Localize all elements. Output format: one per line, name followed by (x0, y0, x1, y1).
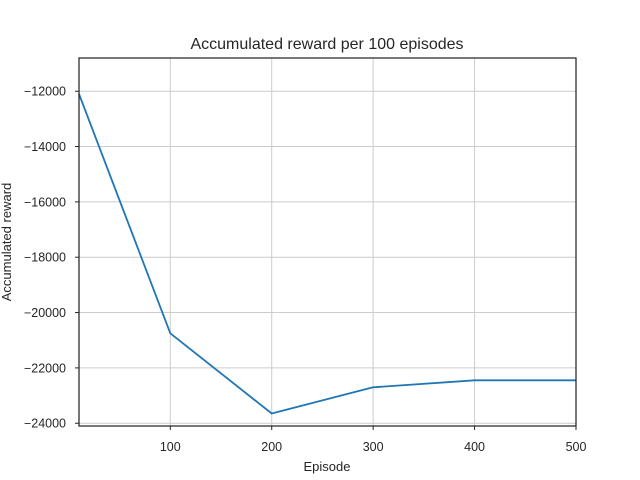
x-axis-label: Episode (304, 459, 351, 474)
x-tick-label: 100 (160, 440, 181, 454)
y-tick-label: −12000 (24, 85, 66, 99)
y-tick-label: −22000 (24, 361, 66, 375)
y-tick-label: −20000 (24, 306, 66, 320)
y-tick-label: −14000 (24, 140, 66, 154)
x-tick-label: 500 (566, 440, 587, 454)
x-tick-label: 300 (363, 440, 384, 454)
grid (79, 58, 577, 426)
y-tick-label: −24000 (24, 417, 66, 431)
ticks: 100 200 300 400 500 −24000 −22000 −20000 −18000 −… (24, 85, 587, 454)
series-layer (78, 93, 577, 415)
chart-title: Accumulated reward per 100 episodes (190, 36, 463, 53)
y-axis-label: Accumulated reward (0, 183, 14, 302)
series-line (78, 93, 576, 415)
y-tick-label: −18000 (24, 251, 66, 265)
axes-frame (78, 57, 577, 427)
x-tick-label: 200 (261, 440, 282, 454)
y-tick-label: −16000 (24, 195, 66, 209)
x-tick-label: 400 (464, 440, 485, 454)
